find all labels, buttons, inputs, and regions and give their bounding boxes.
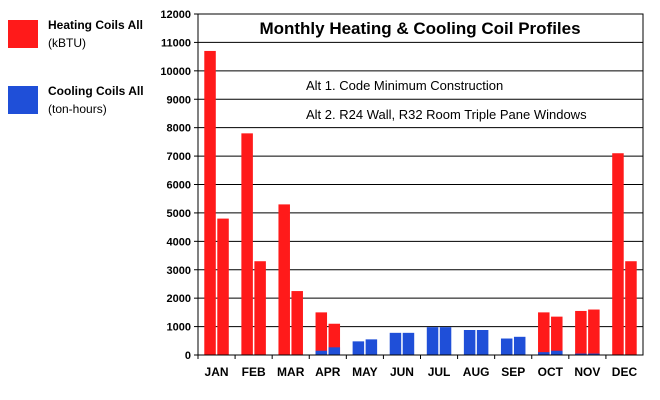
cooling-bar (551, 350, 563, 355)
cooling-bar (365, 339, 378, 355)
annotation-alt1: Alt 1. Code Minimum Construction (306, 78, 503, 93)
plot-border (197, 13, 644, 356)
heating-bar (612, 153, 624, 355)
cooling-bar (463, 329, 476, 355)
legend-item-cooling: Cooling Coils All (ton-hours) (8, 80, 158, 146)
x-tick-label: DEC (612, 365, 638, 379)
heating-bar (204, 50, 216, 356)
x-tick-label: NOV (574, 365, 600, 379)
y-tick-label: 0 (185, 350, 191, 362)
x-tick-label: OCT (538, 365, 564, 379)
bar-series (204, 50, 637, 356)
heating-bar (328, 323, 341, 355)
chart-legend: Heating Coils All (kBTU) Cooling Coils A… (8, 14, 158, 146)
cooling-bar (315, 350, 328, 355)
cooling-bar (500, 338, 513, 355)
y-tick-label: 12000 (160, 9, 191, 21)
heating-bar (291, 291, 303, 355)
x-tick-label: JAN (205, 365, 229, 379)
cooling-bar (513, 336, 526, 355)
annotation-alt2: Alt 2. R24 Wall, R32 Room Triple Pane Wi… (306, 107, 587, 122)
cooling-bar (328, 347, 341, 355)
x-tick-label: SEP (501, 365, 525, 379)
heating-legend-swatch (8, 20, 38, 48)
y-tick-label: 10000 (160, 66, 191, 78)
heating-bar (551, 316, 563, 355)
heating-legend-label: Heating Coils All (48, 18, 143, 32)
heating-legend-unit: (kBTU) (48, 36, 86, 50)
heating-bar (278, 204, 290, 355)
y-tick-label: 11000 (161, 37, 191, 49)
heating-bar (538, 312, 550, 355)
x-tick-label: JUL (428, 365, 451, 379)
heating-bar (588, 309, 600, 355)
x-tick-label: MAY (352, 365, 378, 379)
y-tick-label: 5000 (167, 208, 191, 220)
legend-item-heating: Heating Coils All (kBTU) (8, 14, 158, 80)
y-tick-label: 4000 (167, 236, 191, 248)
cooling-legend-swatch (8, 86, 38, 114)
heating-bar (625, 261, 637, 355)
x-axis: JAN FEB MAR APR MAY JUN JUL AUG SEP OCT NOV DEC (197, 355, 638, 379)
y-axis: 0 1000 2000 3000 4000 5000 6000 7000 8000 9000 100… (160, 9, 198, 362)
y-tick-label: 7000 (167, 151, 191, 163)
heating-bar (575, 310, 587, 355)
cooling-bar (575, 353, 587, 355)
y-tick-label: 1000 (167, 322, 191, 334)
cooling-bar (426, 327, 439, 355)
y-tick-label: 3000 (167, 265, 191, 277)
x-tick-label: APR (315, 365, 341, 379)
cooling-bar (402, 332, 415, 355)
cooling-bar (538, 352, 550, 355)
cooling-bar (389, 332, 402, 355)
heating-bar (241, 133, 253, 355)
y-tick-label: 8000 (167, 123, 191, 135)
heating-bar (315, 312, 328, 355)
cooling-legend-label: Cooling Coils All (48, 84, 144, 98)
heating-bar (217, 218, 229, 355)
cooling-bar (476, 329, 489, 355)
y-tick-label: 6000 (167, 180, 191, 192)
chart-title: Monthly Heating & Cooling Coil Profiles (259, 19, 580, 38)
heating-bar (254, 261, 266, 355)
cooling-bar (439, 327, 452, 355)
cooling-bar (352, 341, 365, 355)
y-tick-label: 2000 (167, 293, 191, 305)
y-tick-label: 9000 (167, 94, 191, 106)
x-tick-label: JUN (390, 365, 414, 379)
x-tick-label: FEB (242, 365, 266, 379)
cooling-bar (588, 353, 600, 355)
x-tick-label: MAR (277, 365, 305, 379)
cooling-legend-unit: (ton-hours) (48, 102, 107, 116)
x-tick-label: AUG (463, 365, 490, 379)
